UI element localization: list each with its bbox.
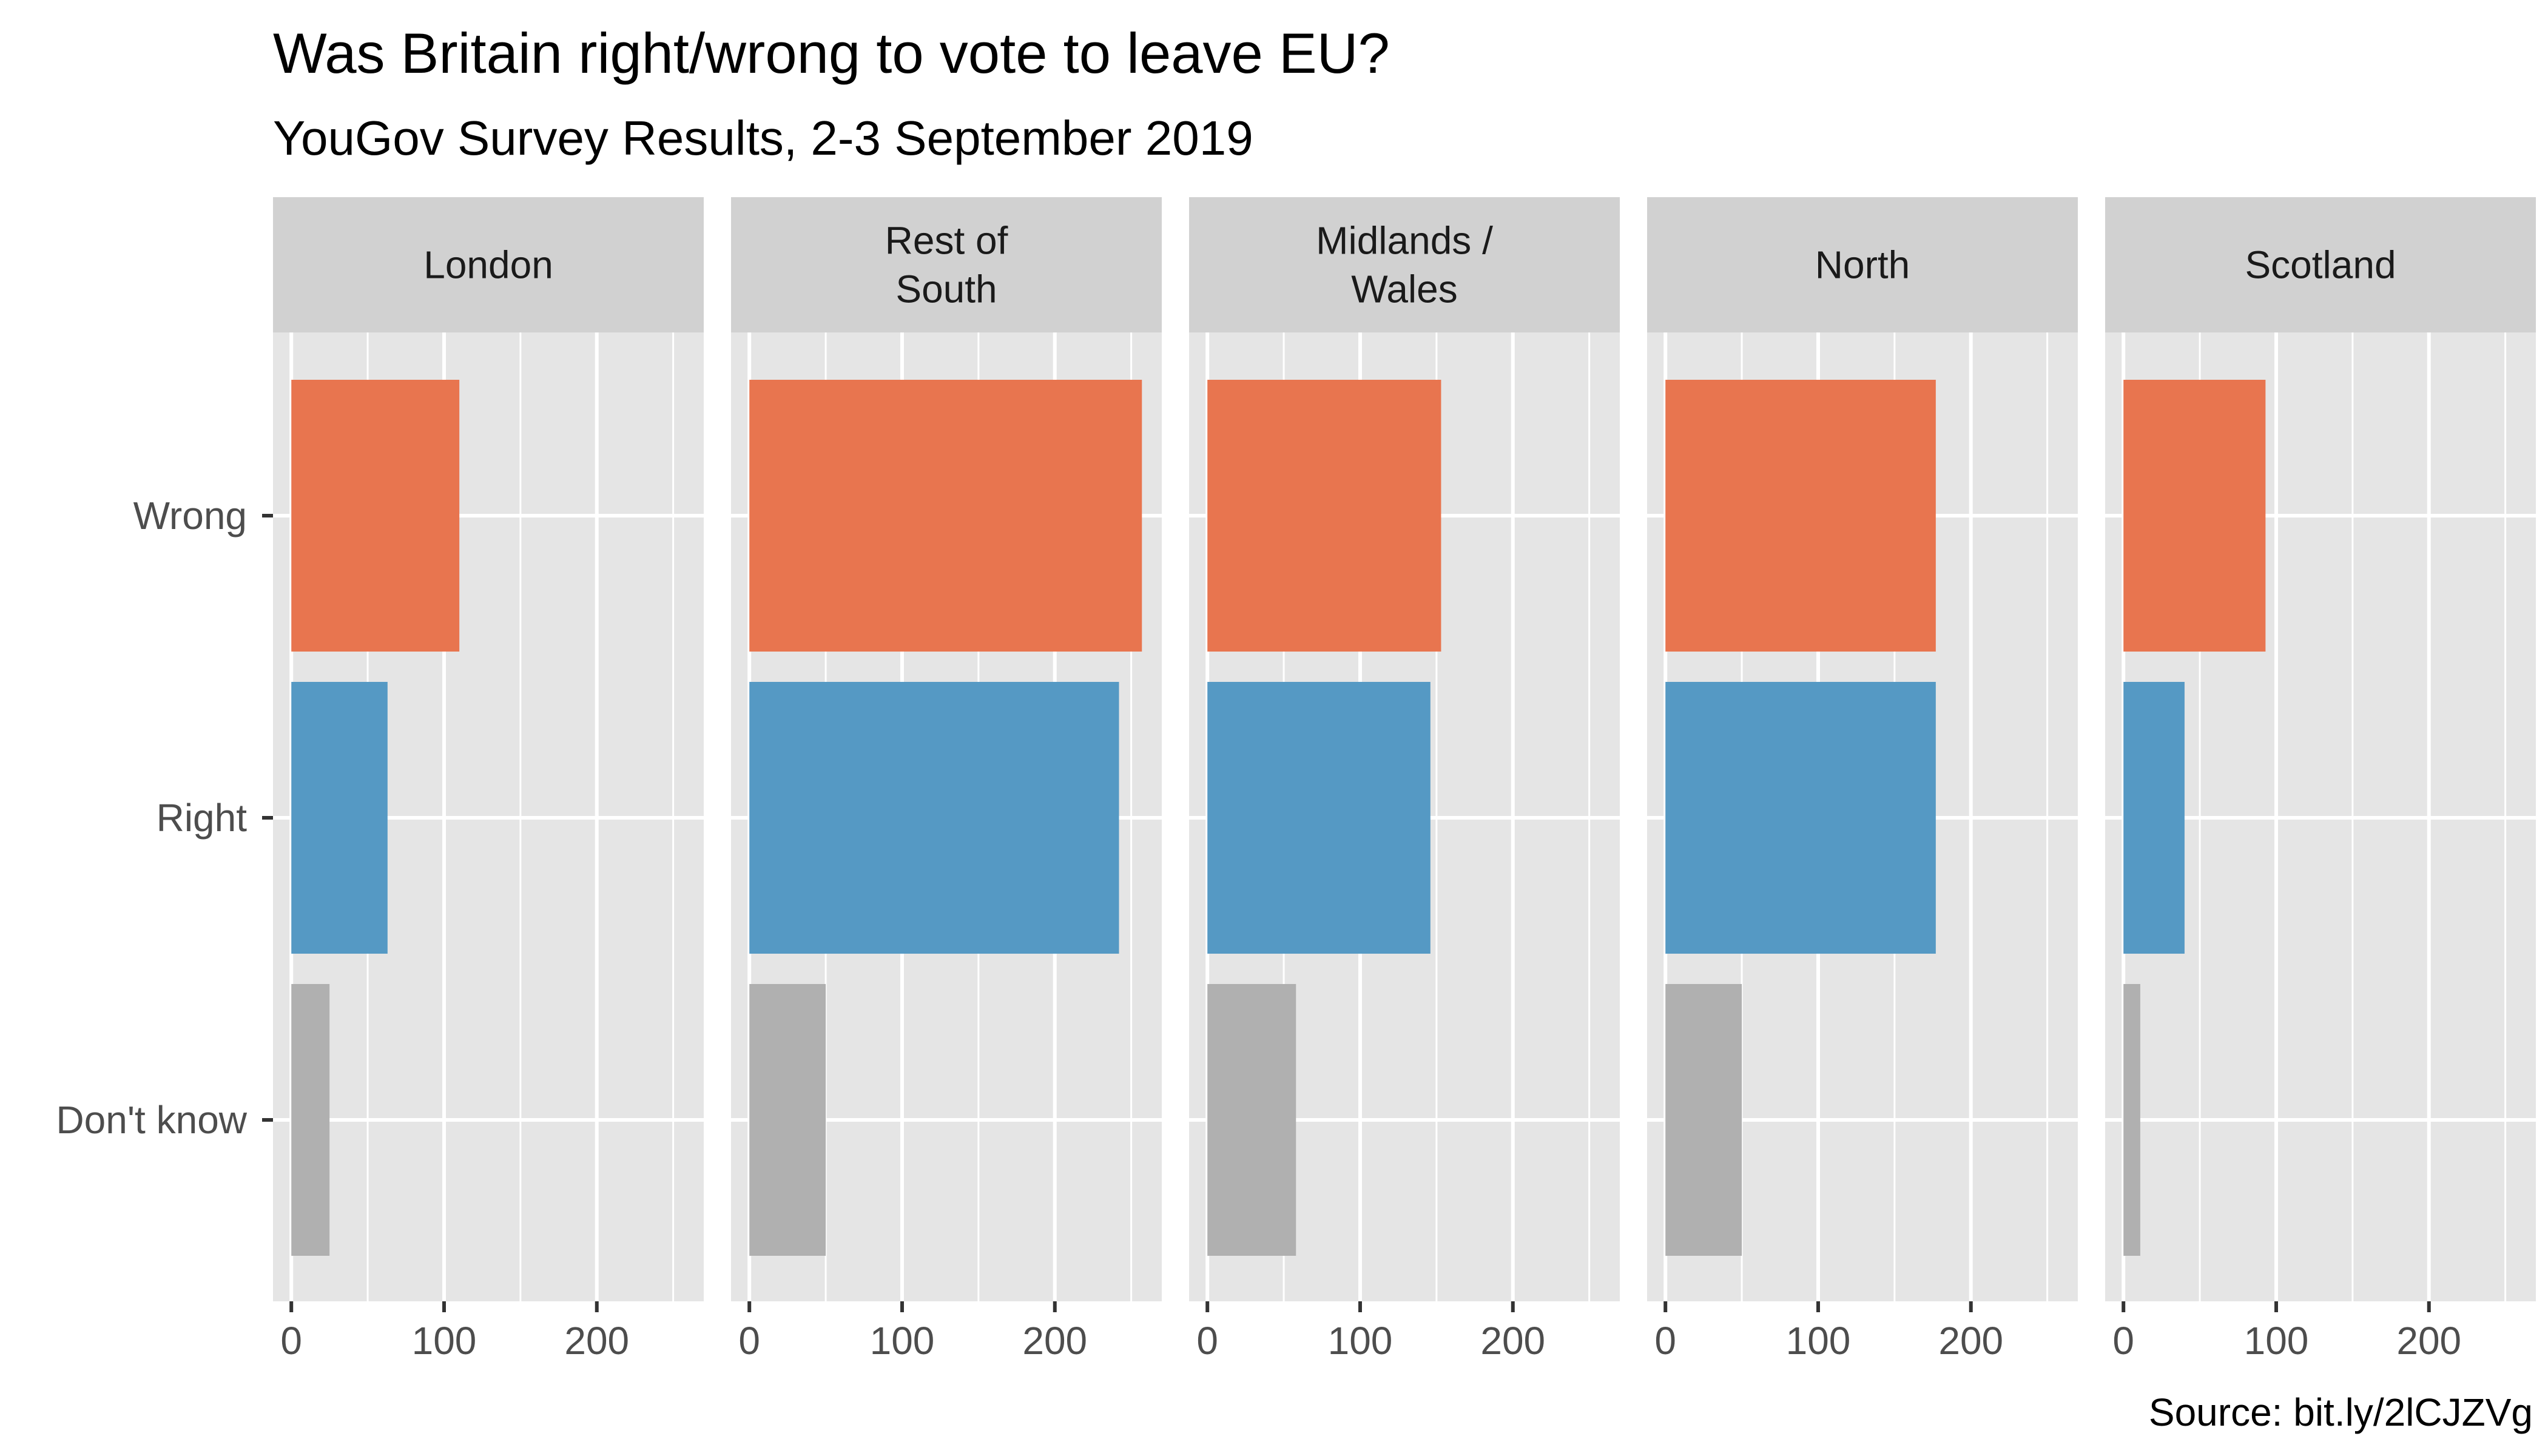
bar-midlands-wales-right [1207, 682, 1431, 954]
y-tick-label-right: Right [157, 796, 248, 840]
bar-london-right [291, 682, 388, 954]
facet-label-midlands-wales: Midlands / [1316, 219, 1493, 263]
chart-subtitle: YouGov Survey Results, 2-3 September 201… [273, 111, 1253, 165]
facet-strip-rest-of-south [731, 197, 1162, 332]
plot-area: London 0 100 200 Rest of South 0 100 200 Midlands… [56, 197, 2536, 1363]
bar-north-don-t-know [1665, 984, 1742, 1256]
bar-rest-of-south-wrong [749, 380, 1142, 652]
facet-strip-midlands-wales [1189, 197, 1620, 332]
y-tick-label-wrong: Wrong [133, 494, 247, 538]
x-tick-label: 0 [280, 1319, 302, 1363]
bar-rest-of-south-right [749, 682, 1119, 954]
bar-midlands-wales-wrong [1207, 380, 1441, 652]
x-tick-label: 100 [1328, 1319, 1393, 1363]
x-tick-label: 200 [1480, 1319, 1545, 1363]
x-tick-label: 200 [1938, 1319, 2003, 1363]
x-tick-label: 100 [1786, 1319, 1851, 1363]
facet-label-scotland: Scotland [2245, 243, 2396, 287]
bar-rest-of-south-don-t-know [749, 984, 826, 1256]
facet-strip-north [1647, 197, 2078, 332]
bar-north-right [1665, 682, 1936, 954]
bar-london-don-t-know [291, 984, 330, 1256]
bar-scotland-don-t-know [2123, 984, 2140, 1256]
x-tick-label: 100 [870, 1319, 935, 1363]
x-tick-label: 0 [1654, 1319, 1676, 1363]
bar-midlands-wales-don-t-know [1207, 984, 1296, 1256]
y-tick-label-don-t-know: Don't know [56, 1098, 247, 1142]
source-caption: Source: bit.ly/2lCJZVg [2149, 1390, 2533, 1434]
x-tick-label: 0 [1196, 1319, 1218, 1363]
facet-label-north: North [1815, 243, 1910, 287]
facet-label-london: London [423, 243, 553, 287]
x-tick-label: 100 [412, 1319, 477, 1363]
x-tick-label: 0 [2112, 1319, 2134, 1363]
x-tick-label: 100 [2244, 1319, 2309, 1363]
facet-label-midlands-wales: Wales [1351, 268, 1457, 311]
facet-label-rest-of-south: South [895, 268, 997, 311]
x-tick-label: 200 [1022, 1319, 1087, 1363]
facet-label-rest-of-south: Rest of [885, 219, 1008, 263]
x-tick-label: 200 [2396, 1319, 2461, 1363]
facet-strip-london [273, 197, 704, 332]
bar-london-wrong [291, 380, 460, 652]
chart-title: Was Britain right/wrong to vote to leave… [273, 21, 1390, 85]
bar-scotland-right [2123, 682, 2185, 954]
x-tick-label: 0 [738, 1319, 760, 1363]
x-tick-label: 200 [564, 1319, 629, 1363]
bar-scotland-wrong [2123, 380, 2266, 652]
bar-north-wrong [1665, 380, 1936, 652]
facet-strip-scotland [2105, 197, 2536, 332]
